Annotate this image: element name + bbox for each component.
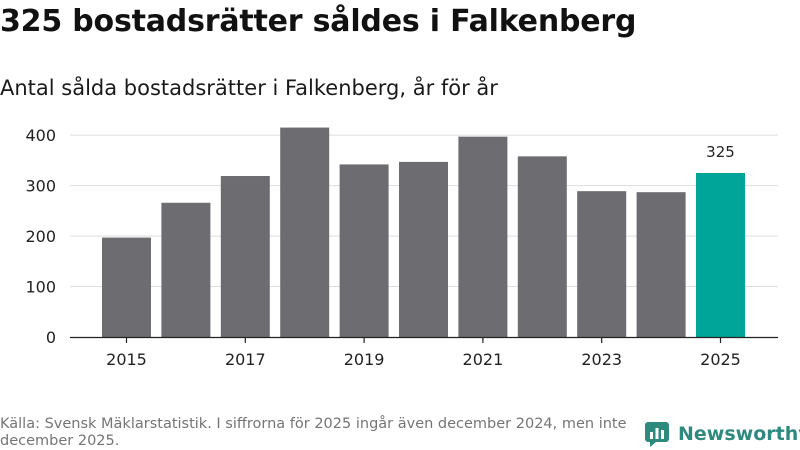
bar-2025 bbox=[696, 172, 745, 337]
x-tick-label: 2015 bbox=[106, 350, 147, 369]
y-tick-label: 300 bbox=[25, 177, 56, 196]
data-label: 325 bbox=[706, 143, 735, 161]
brand-name: Newsworthy bbox=[678, 423, 800, 445]
bar-2024 bbox=[636, 192, 686, 337]
newsworthy-logo-icon bbox=[645, 422, 669, 447]
x-tick-label: 2019 bbox=[344, 350, 385, 369]
chart-subtitle: Antal sålda bostadsrätter i Falkenberg, … bbox=[0, 76, 498, 100]
bar-2017 bbox=[220, 176, 270, 337]
brand: Newsworthy bbox=[644, 420, 800, 448]
bar-chart: 0 100 200 300 400 2015 2017 2019 2021 2023 2025 325 bbox=[25, 126, 778, 369]
bar-2023 bbox=[577, 191, 627, 337]
y-tick-label: 0 bbox=[46, 328, 56, 347]
source-note: Källa: Svensk Mäklarstatistik. I siffror… bbox=[0, 416, 627, 449]
bar-2016 bbox=[161, 202, 211, 337]
bar-2018 bbox=[280, 127, 330, 338]
bar-2022 bbox=[517, 156, 567, 337]
chart-title: 325 bostadsrätter såldes i Falkenberg bbox=[0, 4, 637, 39]
y-tick-label: 400 bbox=[25, 126, 56, 145]
bar-2019 bbox=[339, 164, 389, 337]
y-tick-label: 200 bbox=[25, 227, 56, 246]
bar-2015 bbox=[102, 237, 151, 337]
bar-2021 bbox=[458, 136, 508, 337]
x-tick-label: 2025 bbox=[700, 350, 741, 369]
x-tick-label: 2021 bbox=[463, 350, 504, 369]
y-tick-label: 100 bbox=[25, 278, 56, 297]
x-tick-label: 2023 bbox=[581, 350, 622, 369]
x-tick-label: 2017 bbox=[225, 350, 266, 369]
bar-2020 bbox=[399, 161, 448, 337]
